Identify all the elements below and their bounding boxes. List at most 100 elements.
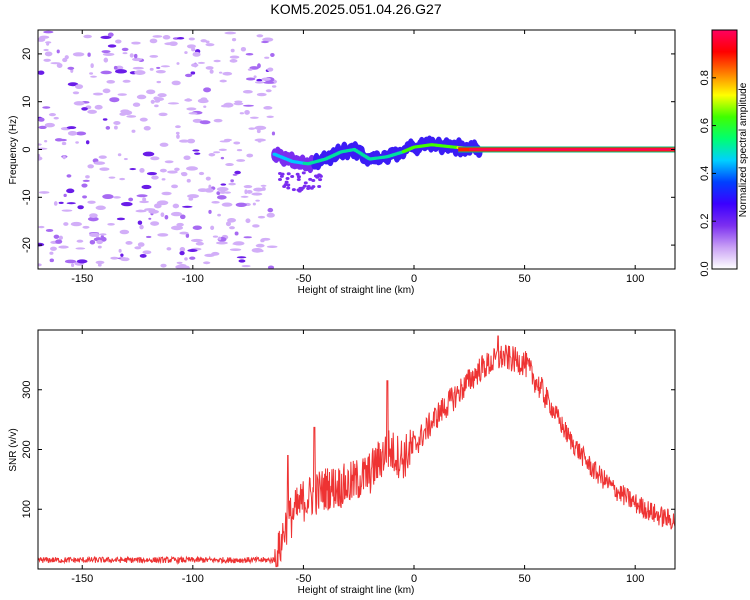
- spectrogram-noise-blob: [123, 110, 133, 115]
- spectrogram-noise-blob: [45, 41, 52, 44]
- spectrogram-noise-blob: [58, 201, 64, 204]
- spectrogram-noise-blob: [179, 139, 190, 143]
- spectrogram-signal-halo: [285, 177, 290, 181]
- spectrogram-noise-blob: [146, 172, 158, 176]
- spectrogram-noise-blob: [200, 97, 208, 102]
- spectrogram-noise-blob: [56, 63, 63, 68]
- spectrogram-noise-blob: [203, 105, 207, 108]
- spectrogram-noise-blob: [134, 70, 146, 76]
- spectrogram-noise-blob: [125, 241, 133, 245]
- spectrogram-noise-blob: [137, 242, 145, 247]
- spectrogram-noise-blob: [72, 52, 85, 57]
- spectrogram-noise-blob: [61, 209, 73, 212]
- spectrogram-noise-blob: [248, 127, 256, 130]
- spectrogram-noise-blob: [172, 203, 180, 209]
- spectrogram-noise-blob: [228, 182, 236, 186]
- spectrogram-noise-blob: [260, 238, 265, 243]
- spectrogram-noise-blob: [219, 79, 227, 83]
- spectrogram-noise-blob: [157, 93, 167, 98]
- spectrogram-noise-blob: [191, 47, 196, 52]
- spectrogram-noise-blob: [141, 184, 152, 190]
- spectrogram-noise-blob: [122, 52, 128, 55]
- spectrogram-x-tick-label: -150: [71, 273, 93, 285]
- spectrogram-noise-blob: [63, 193, 67, 198]
- spectrogram-noise-blob: [98, 155, 107, 159]
- spectrogram-noise-blob: [38, 242, 45, 247]
- spectrogram-noise-blob: [97, 263, 102, 267]
- spectrogram-noise-blob: [53, 201, 58, 206]
- spectrogram-noise-blob: [234, 170, 241, 175]
- spectrogram-noise-blob: [89, 232, 100, 237]
- spectrogram-noise-blob: [112, 196, 121, 199]
- spectrogram-noise-blob: [150, 221, 160, 226]
- spectrogram-noise-blob: [108, 176, 116, 179]
- spectrogram-noise-blob: [213, 118, 223, 123]
- spectrogram-y-tick-label: 20: [21, 48, 33, 60]
- spectrogram-noise-blob: [83, 34, 92, 39]
- spectrogram-noise-blob: [100, 236, 107, 242]
- spectrogram-noise-blob: [223, 138, 232, 142]
- spectrogram-noise-blob: [87, 109, 97, 114]
- spectrogram-noise-blob: [192, 149, 200, 152]
- spectrogram-noise-blob: [246, 153, 254, 158]
- spectrogram-noise-blob: [100, 70, 112, 75]
- spectrogram-noise-blob: [213, 151, 221, 154]
- spectrogram-noise-blob: [242, 104, 255, 107]
- spectrogram-image: [38, 30, 675, 269]
- spectrogram-noise-blob: [232, 173, 238, 176]
- spectrogram-noise-blob: [259, 249, 264, 253]
- spectrogram-noise-blob: [240, 46, 247, 52]
- spectrogram-noise-blob: [256, 78, 263, 82]
- spectrogram-noise-blob: [242, 89, 253, 94]
- spectrogram-noise-blob: [38, 117, 45, 122]
- spectrogram-noise-blob: [171, 184, 179, 189]
- spectrogram-noise-blob: [38, 125, 47, 130]
- spectrogram-noise-blob: [263, 106, 273, 110]
- spectrogram-noise-blob: [115, 39, 122, 44]
- spectrogram-noise-blob: [113, 125, 118, 130]
- spectrogram-noise-blob: [149, 67, 154, 71]
- spectrogram-noise-blob: [192, 51, 201, 57]
- spectrogram-noise-blob: [236, 149, 243, 152]
- spectrogram-noise-blob: [62, 57, 68, 63]
- spectrogram-noise-blob: [139, 253, 147, 258]
- spectrogram-signal-halo: [277, 172, 282, 176]
- spectrogram-noise-blob: [120, 202, 133, 207]
- spectrogram-x-tick-label: -100: [182, 273, 204, 285]
- spectrogram-noise-blob: [50, 246, 57, 251]
- spectrogram-noise-blob: [148, 217, 152, 220]
- spectrogram-noise-blob: [235, 202, 247, 208]
- spectrogram-noise-blob: [43, 58, 51, 62]
- spectrogram-noise-blob: [145, 235, 152, 239]
- spectrogram-noise-blob: [107, 44, 117, 48]
- spectrogram-noise-blob: [203, 87, 212, 93]
- spectrogram-noise-blob: [66, 174, 72, 178]
- spectrogram-noise-blob: [137, 220, 143, 225]
- spectrogram-noise-blob: [38, 191, 50, 194]
- spectrogram-noise-blob: [139, 167, 145, 173]
- spectrogram-noise-blob: [261, 187, 266, 191]
- spectrogram-noise-blob: [184, 73, 193, 78]
- spectrogram-noise-blob: [183, 155, 191, 160]
- spectrogram-noise-blob: [225, 221, 231, 227]
- spectrogram-noise-blob: [217, 213, 221, 217]
- spectrogram-noise-blob: [161, 178, 166, 181]
- spectrogram-y-tick-label: 0: [21, 146, 33, 152]
- spectrogram-noise-blob: [231, 38, 237, 42]
- spectrogram-noise-blob: [43, 48, 49, 52]
- spectrogram-noise-blob: [220, 104, 229, 108]
- spectrogram-noise-blob: [205, 176, 211, 181]
- spectrogram-noise-blob: [87, 52, 91, 57]
- spectrogram-noise-blob: [181, 205, 193, 208]
- spectrogram-noise-blob: [191, 63, 199, 68]
- spectrogram-x-tick-label: -50: [295, 273, 311, 285]
- spectrogram-noise-blob: [205, 40, 210, 44]
- spectrogram-noise-blob: [115, 69, 127, 74]
- spectrogram-noise-blob: [233, 141, 241, 145]
- spectrogram-noise-blob: [99, 233, 107, 236]
- spectrogram-noise-blob: [132, 102, 141, 107]
- spectrogram-noise-blob: [67, 130, 78, 136]
- spectrogram-noise-blob: [225, 163, 234, 166]
- spectrogram-noise-blob: [89, 213, 98, 219]
- spectrogram-noise-blob: [190, 238, 203, 243]
